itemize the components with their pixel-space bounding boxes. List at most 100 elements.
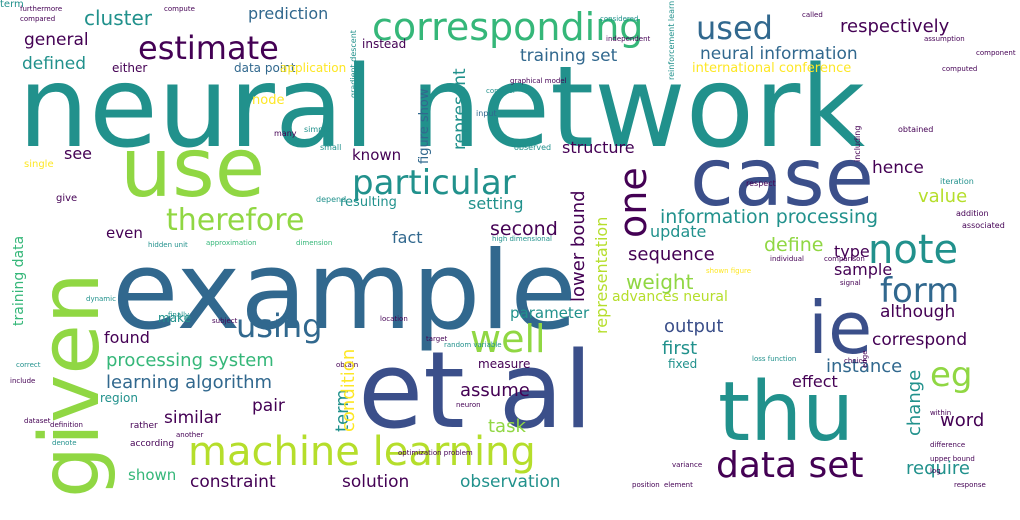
cloud-word: although (880, 302, 956, 322)
cloud-word: difference (930, 441, 966, 449)
cloud-word: position (632, 481, 660, 489)
cloud-word: considered (600, 15, 639, 23)
cloud-word: associated (962, 221, 1005, 230)
cloud-word: output (664, 316, 724, 337)
cloud-word: using (236, 307, 323, 345)
cloud-word: log (930, 467, 941, 475)
cloud-word: location (380, 315, 408, 323)
cloud-word: hence (872, 158, 924, 178)
cloud-word: edge (861, 350, 869, 369)
cloud-word: assume (460, 380, 530, 401)
cloud-word: fact (392, 228, 423, 247)
cloud-word: condition (338, 348, 359, 432)
cloud-word: training data (11, 235, 27, 326)
cloud-word: small (320, 143, 342, 152)
cloud-word: form (880, 271, 960, 311)
cloud-word: first (662, 338, 698, 359)
cloud-word: either (112, 61, 148, 75)
cloud-word: one (611, 167, 655, 238)
cloud-word: gradient descent (349, 30, 358, 98)
cloud-word: single (24, 159, 54, 170)
cloud-word: neuron (456, 401, 481, 409)
cloud-word: given (23, 272, 118, 498)
cloud-word: case (690, 131, 874, 224)
cloud-word: choice (844, 357, 867, 365)
cloud-word: including (853, 125, 862, 162)
cloud-word: general (24, 30, 89, 50)
cloud-word: individual (770, 255, 804, 263)
cloud-word: constraint (190, 472, 276, 492)
cloud-word: dynamic (86, 295, 116, 303)
cloud-word: include (10, 377, 36, 385)
cloud-word: high dimensional (492, 235, 552, 243)
cloud-word: update (650, 222, 707, 241)
cloud-word: figure show (417, 88, 432, 164)
cloud-word: make (158, 311, 191, 325)
cloud-word: defined (22, 54, 86, 74)
cloud-word: node (252, 93, 285, 108)
cloud-word: dataset (24, 417, 51, 425)
cloud-word: obtain (336, 361, 359, 369)
cloud-word: sample (834, 260, 893, 279)
cloud-word: rather (130, 421, 158, 431)
cloud-word: independent (606, 35, 651, 43)
cloud-word: loss function (752, 355, 797, 363)
cloud-word: according (130, 439, 175, 449)
cloud-word: dimension (296, 239, 333, 247)
cloud-word: corresponding (372, 5, 644, 49)
cloud-word: furthermore (20, 5, 63, 13)
cloud-word: finally (168, 311, 190, 319)
cloud-word: particular (352, 163, 516, 203)
cloud-word: similar (164, 408, 221, 428)
cloud-word: neural information (700, 44, 858, 64)
cloud-word: pair (252, 396, 285, 416)
cloud-word: parameter (510, 304, 590, 322)
cloud-word: et al (358, 329, 593, 452)
cloud-word: target (426, 335, 448, 343)
cloud-word: training set (520, 46, 618, 66)
cloud-word: type (834, 242, 870, 261)
cloud-word: observation (460, 472, 561, 492)
cloud-word: upper bound (930, 455, 975, 463)
cloud-word: give (56, 193, 78, 204)
cloud-word: compute (164, 5, 195, 13)
cloud-word: structure (562, 138, 635, 157)
cloud-word: advances neural (612, 289, 728, 305)
cloud-word: used (696, 9, 773, 47)
cloud-word: measure (478, 357, 531, 371)
cloud-word: application (280, 61, 347, 75)
cloud-word: second (490, 218, 558, 240)
cloud-word: denote (52, 439, 77, 447)
cloud-word: input (476, 109, 497, 118)
cloud-word: ie (808, 286, 873, 370)
cloud-word: sequence (628, 244, 715, 265)
cloud-word: neural network (18, 43, 866, 173)
cloud-word: consider (486, 87, 516, 95)
cloud-word: setting (468, 194, 524, 213)
cloud-word: found (104, 328, 150, 347)
cloud-word: instance (826, 356, 903, 377)
cloud-word: reinforcement learning (667, 0, 676, 80)
cloud-word: hidden unit (148, 241, 188, 249)
cloud-word: effect (792, 372, 838, 391)
cloud-word: thu (718, 365, 855, 460)
cloud-word: definition (50, 421, 83, 429)
cloud-word: define (764, 234, 824, 256)
cloud-word: value (918, 186, 968, 207)
cloud-word: use (120, 121, 266, 216)
cloud-word: depend (316, 195, 347, 204)
cloud-word: see (64, 144, 93, 163)
cloud-word: machine learning (188, 429, 536, 475)
cloud-word: addition (956, 209, 989, 218)
cloud-word: response (954, 481, 986, 489)
cloud-word: shown (128, 466, 177, 484)
cloud-word: require (906, 458, 970, 479)
cloud-word: random variable (444, 341, 502, 349)
cloud-word: optimization problem (398, 449, 473, 457)
cloud-word: prediction (248, 4, 329, 23)
cloud-word: resulting (340, 195, 397, 210)
cloud-word: change (904, 369, 925, 436)
cloud-word: instead (362, 37, 407, 51)
cloud-word: element (664, 481, 693, 489)
